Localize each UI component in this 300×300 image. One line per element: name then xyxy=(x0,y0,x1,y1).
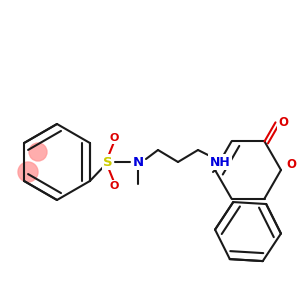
Circle shape xyxy=(18,162,38,182)
Text: S: S xyxy=(103,155,113,169)
Text: O: O xyxy=(109,133,119,143)
Text: O: O xyxy=(278,116,289,129)
Text: N: N xyxy=(132,155,144,169)
Text: NH: NH xyxy=(210,155,230,169)
Text: O: O xyxy=(109,181,119,191)
Circle shape xyxy=(29,143,47,161)
Text: O: O xyxy=(286,158,296,172)
